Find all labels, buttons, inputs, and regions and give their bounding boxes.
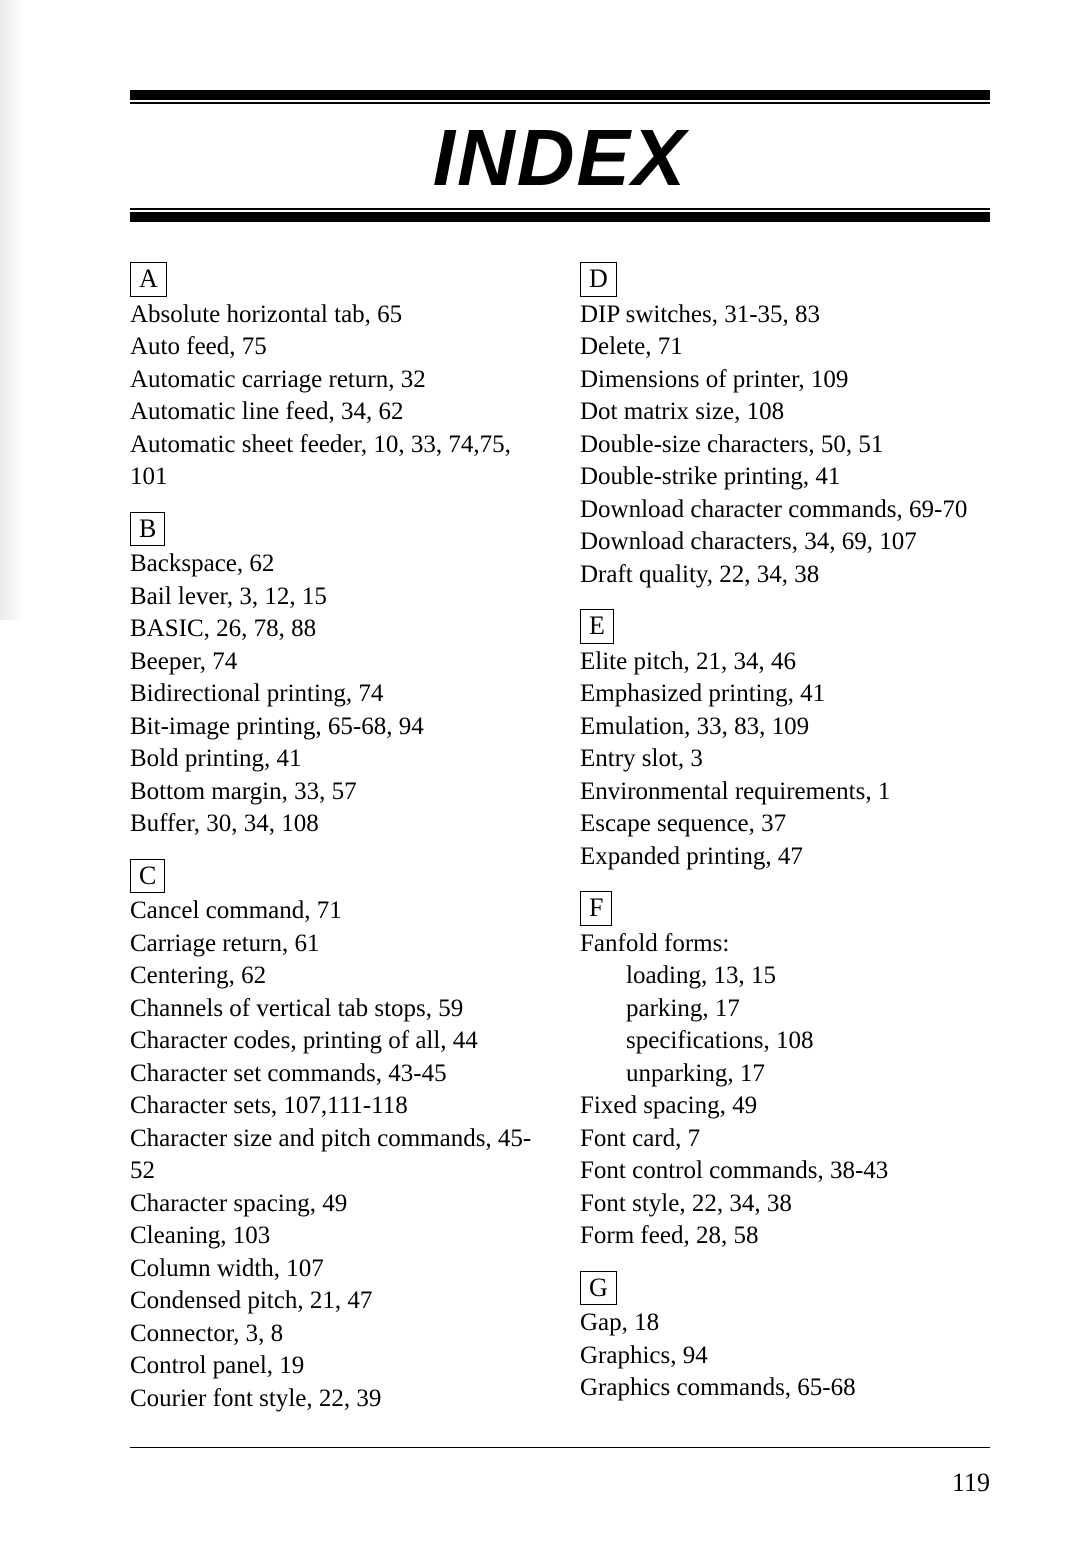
index-entry: Escape sequence, 37 [580, 808, 990, 841]
index-entry: Fixed spacing, 49 [580, 1090, 990, 1123]
letter-heading-e: E [580, 609, 614, 644]
index-entry: Centering, 62 [130, 960, 540, 993]
index-entry: Expanded printing, 47 [580, 841, 990, 874]
index-entry: Absolute horizontal tab, 65 [130, 299, 540, 332]
index-entry: Bold printing, 41 [130, 743, 540, 776]
index-entry: Font card, 7 [580, 1123, 990, 1156]
index-subentry: loading, 13, 15 [580, 960, 990, 993]
index-entry: Bail lever, 3, 12, 15 [130, 581, 540, 614]
index-subentry: unparking, 17 [580, 1058, 990, 1091]
index-entry: Delete, 71 [580, 331, 990, 364]
index-subentry: specifications, 108 [580, 1025, 990, 1058]
index-entry: Double-strike printing, 41 [580, 461, 990, 494]
index-entry: Backspace, 62 [130, 548, 540, 581]
index-entry: Channels of vertical tab stops, 59 [130, 993, 540, 1026]
index-entry: Connector, 3, 8 [130, 1318, 540, 1351]
index-title: INDEX [130, 104, 990, 208]
index-entry: Emulation, 33, 83, 109 [580, 711, 990, 744]
index-entry: Fanfold forms: [580, 928, 990, 961]
index-entry: Character set commands, 43-45 [130, 1058, 540, 1091]
page-number: 119 [130, 1448, 990, 1498]
letter-heading-f: F [580, 891, 612, 926]
index-entry: Buffer, 30, 34, 108 [130, 808, 540, 841]
rule-bot-thick [130, 212, 990, 222]
letter-heading-a: A [130, 262, 167, 297]
letter-heading-g: G [580, 1271, 617, 1306]
index-entry: Courier font style, 22, 39 [130, 1383, 540, 1416]
index-entry: Character size and pitch commands, 45-52 [130, 1123, 540, 1188]
index-entry: Bit-image printing, 65-68, 94 [130, 711, 540, 744]
left-column: A Absolute horizontal tab, 65 Auto feed,… [130, 262, 540, 1415]
index-entry: DIP switches, 31-35, 83 [580, 299, 990, 332]
index-entry: Automatic line feed, 34, 62 [130, 396, 540, 429]
index-entry: Font style, 22, 34, 38 [580, 1188, 990, 1221]
index-entry: Auto feed, 75 [130, 331, 540, 364]
index-entry: Character spacing, 49 [130, 1188, 540, 1221]
index-entry: Dot matrix size, 108 [580, 396, 990, 429]
index-entry: Automatic carriage return, 32 [130, 364, 540, 397]
index-columns: A Absolute horizontal tab, 65 Auto feed,… [130, 262, 990, 1415]
index-entry: Form feed, 28, 58 [580, 1220, 990, 1253]
index-entry: BASIC, 26, 78, 88 [130, 613, 540, 646]
index-entry: Emphasized printing, 41 [580, 678, 990, 711]
index-entry: Cleaning, 103 [130, 1220, 540, 1253]
index-entry: Graphics, 94 [580, 1340, 990, 1373]
index-entry: Elite pitch, 21, 34, 46 [580, 646, 990, 679]
index-entry: Gap, 18 [580, 1307, 990, 1340]
scan-edge-artifact [0, 0, 26, 620]
index-entry: Bidirectional printing, 74 [130, 678, 540, 711]
index-subentry: parking, 17 [580, 993, 990, 1026]
index-entry: Automatic sheet feeder, 10, 33, 74,75, 1… [130, 429, 540, 494]
index-entry: Control panel, 19 [130, 1350, 540, 1383]
index-entry: Character sets, 107,111-118 [130, 1090, 540, 1123]
index-entry: Download character commands, 69-70 [580, 494, 990, 527]
index-entry: Double-size characters, 50, 51 [580, 429, 990, 462]
index-entry: Entry slot, 3 [580, 743, 990, 776]
index-entry: Font control commands, 38-43 [580, 1155, 990, 1188]
letter-heading-c: C [130, 859, 165, 894]
index-entry: Draft quality, 22, 34, 38 [580, 559, 990, 592]
index-entry: Carriage return, 61 [130, 928, 540, 961]
rule-bot-thin [130, 208, 990, 210]
right-column: D DIP switches, 31-35, 83 Delete, 71 Dim… [580, 262, 990, 1415]
index-entry: Beeper, 74 [130, 646, 540, 679]
index-entry: Bottom margin, 33, 57 [130, 776, 540, 809]
letter-heading-d: D [580, 262, 617, 297]
letter-heading-b: B [130, 512, 165, 547]
page: INDEX A Absolute horizontal tab, 65 Auto… [0, 0, 1080, 1558]
index-entry: Download characters, 34, 69, 107 [580, 526, 990, 559]
index-entry: Environmental requirements, 1 [580, 776, 990, 809]
index-entry: Character codes, printing of all, 44 [130, 1025, 540, 1058]
title-block: INDEX [130, 90, 990, 222]
index-entry: Graphics commands, 65-68 [580, 1372, 990, 1405]
rule-top-thick [130, 90, 990, 100]
index-entry: Column width, 107 [130, 1253, 540, 1286]
index-entry: Condensed pitch, 21, 47 [130, 1285, 540, 1318]
index-entry: Cancel command, 71 [130, 895, 540, 928]
index-entry: Dimensions of printer, 109 [580, 364, 990, 397]
